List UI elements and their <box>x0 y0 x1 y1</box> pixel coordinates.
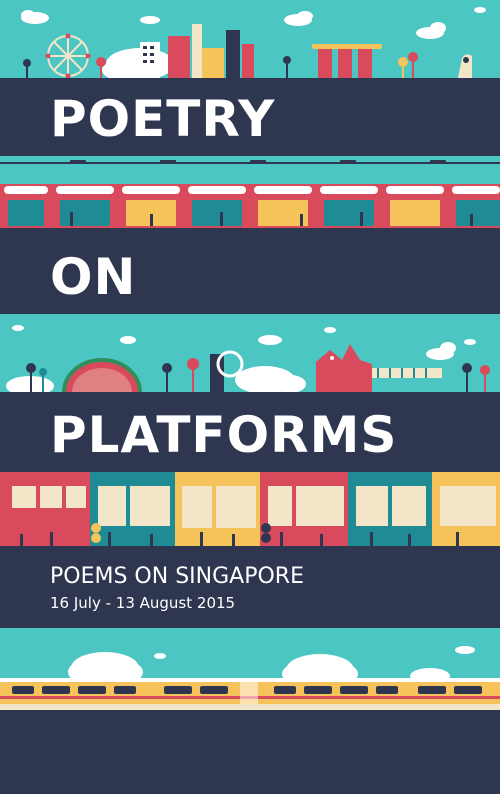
title-line-on: ON <box>50 248 137 306</box>
footer-band <box>0 710 500 794</box>
subtitle-band: POEMS ON SINGAPORE 16 July - 13 August 2… <box>0 550 500 628</box>
train-illustration <box>0 628 500 710</box>
skyline-illustration <box>0 0 500 78</box>
title-line-poetry: POETRY <box>50 90 276 148</box>
playground-illustration <box>0 314 500 392</box>
shophouse-illustration <box>0 472 500 550</box>
title-line-platforms: PLATFORMS <box>50 406 398 464</box>
title-band-3: PLATFORMS <box>0 392 500 472</box>
event-dates: 16 July - 13 August 2015 <box>50 594 236 612</box>
platform-illustration <box>0 156 500 234</box>
subtitle: POEMS ON SINGAPORE <box>50 564 304 589</box>
title-band-1: POETRY <box>0 78 500 156</box>
title-band-2: ON <box>0 234 500 314</box>
